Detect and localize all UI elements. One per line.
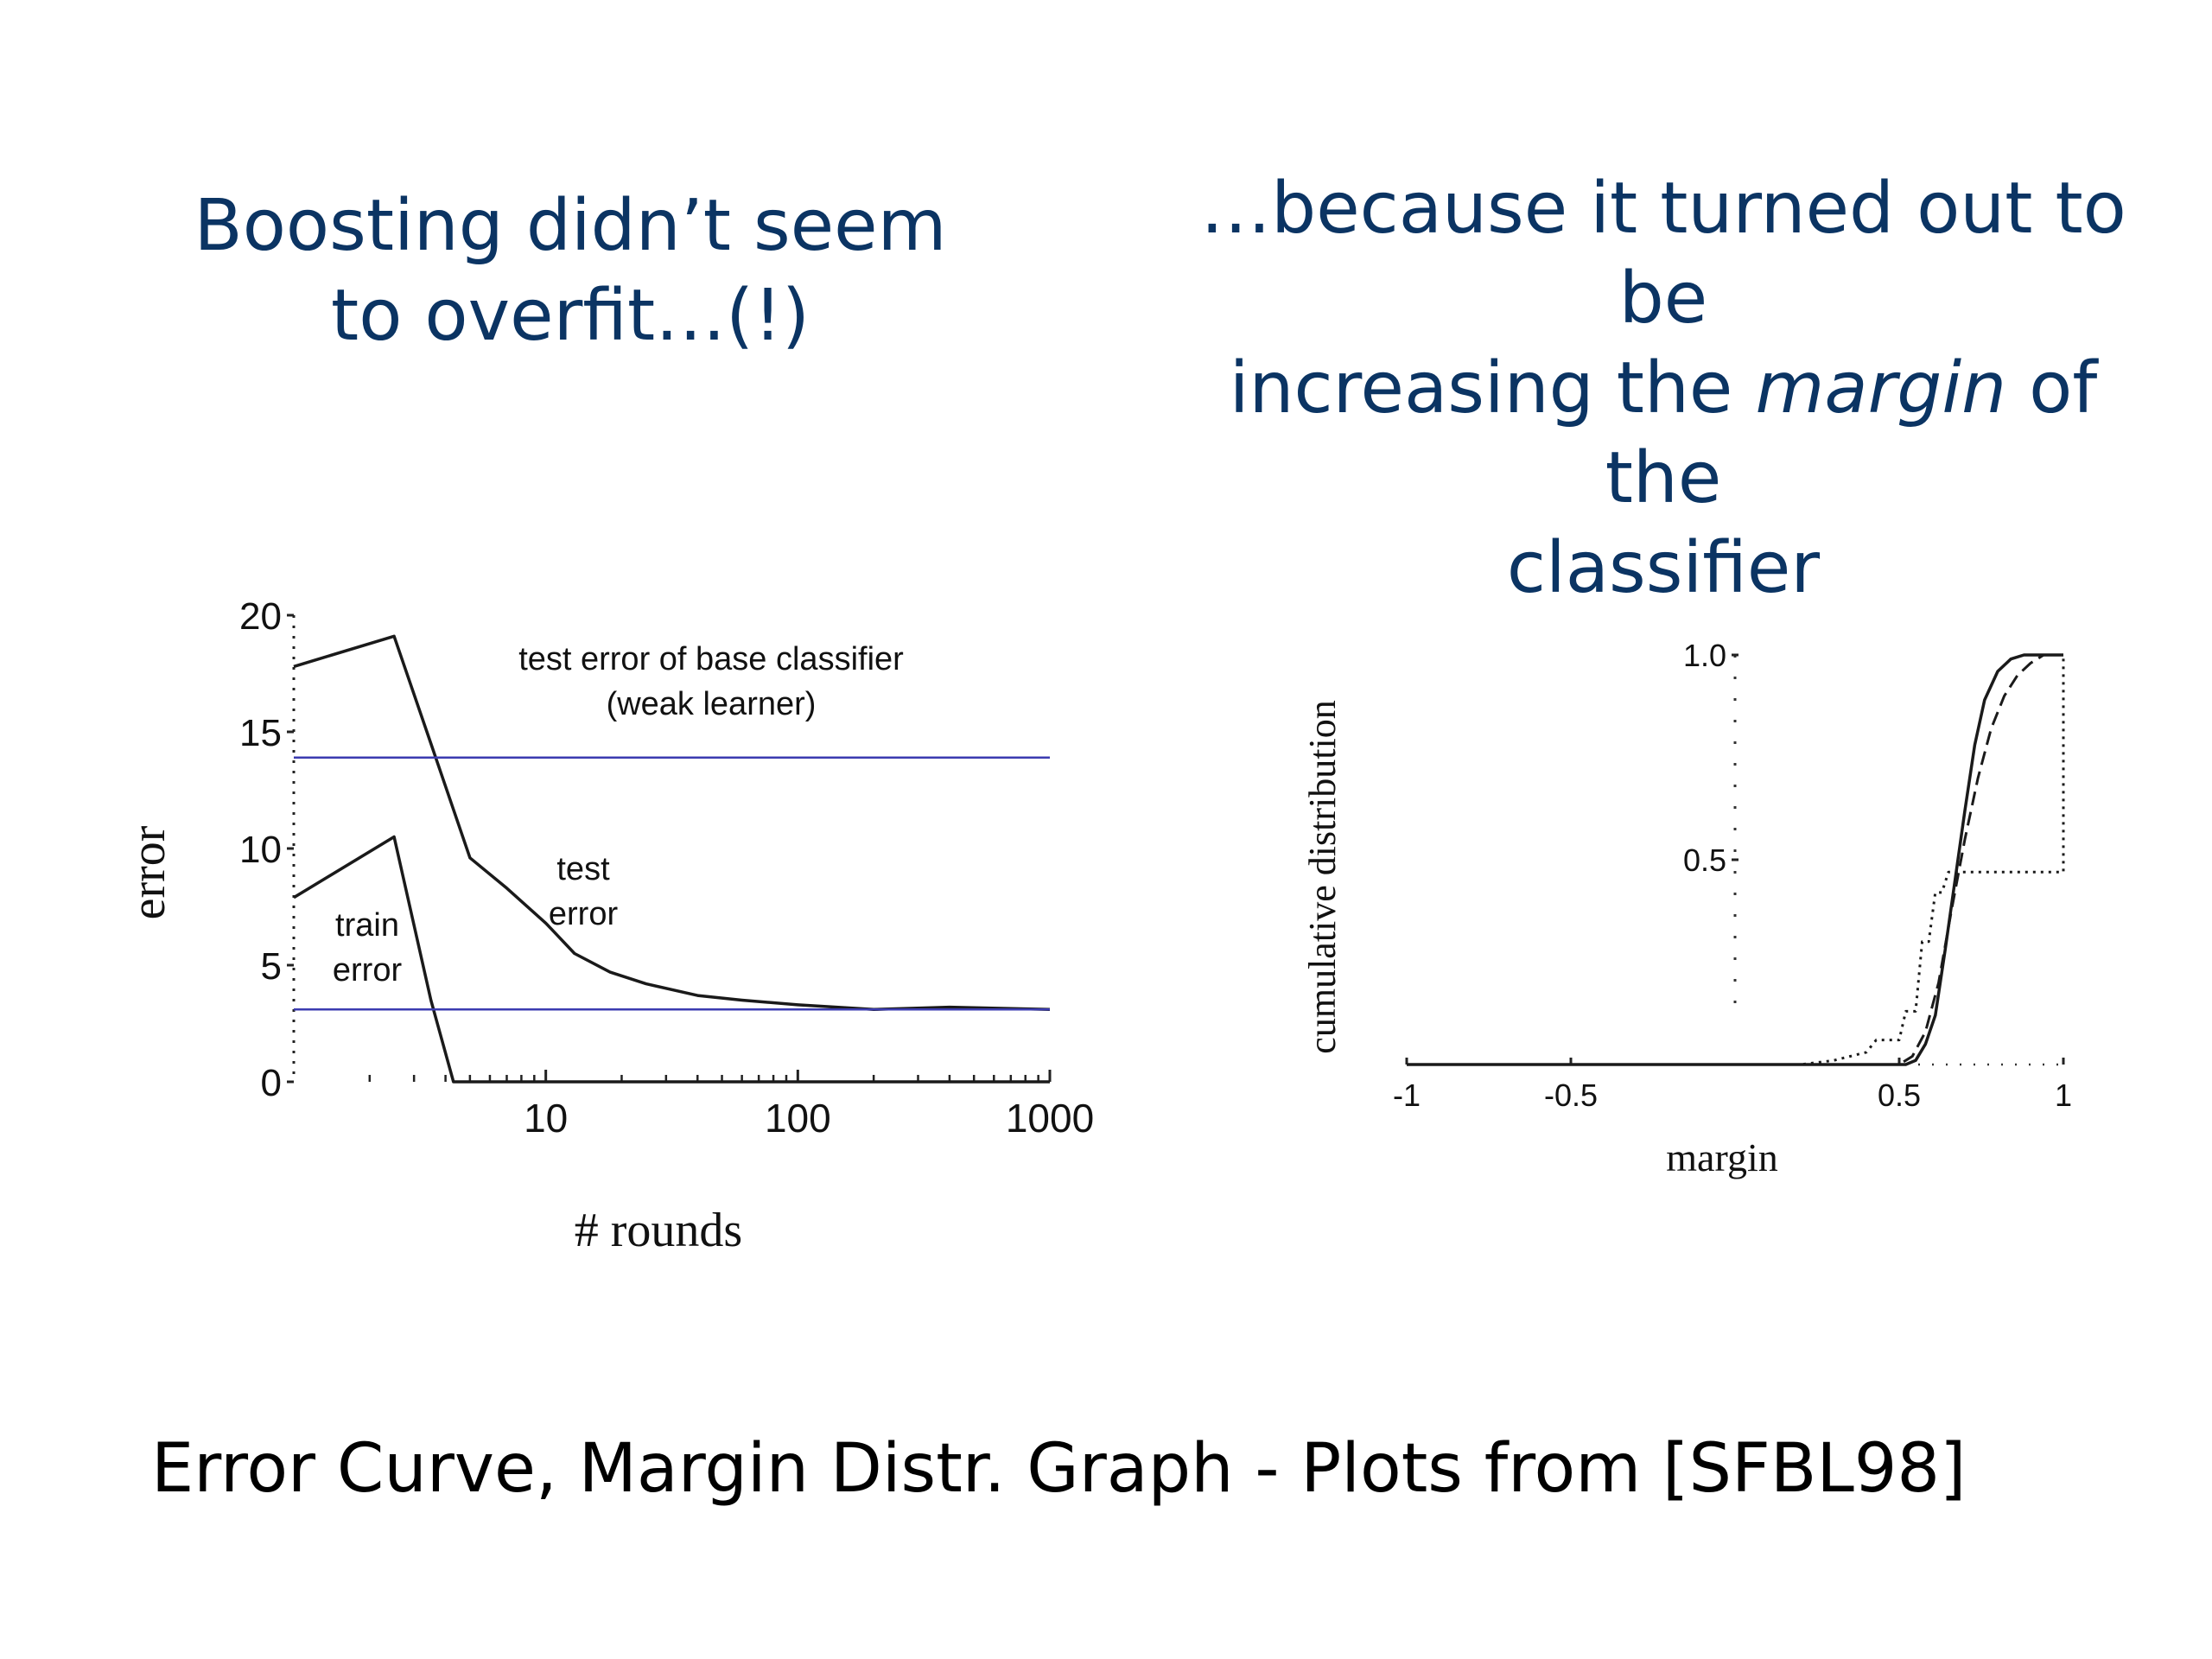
error-curve-chart: 0 5 10 15 20 10 100 1000 test error of base cla… [122,595,1094,1257]
margin-x-tick-label: 0.5 [1878,1077,1921,1113]
heading-left-line-1: Boosting didn’t seem [194,185,947,267]
error-chart-series [293,634,1051,1084]
margin-distribution-chart: -1 -0.5 0.5 1 0.5 1.0 margin cumulative distr… [1301,638,2072,1179]
error-y-tick-label: 5 [261,945,282,988]
heading-right-margin-word: margin [1755,347,2007,429]
heading-right: …because it turned out to be increasing … [1175,164,2152,613]
margin-x-tick-label: 1 [2055,1077,2072,1113]
margin-chart-series [1407,653,2065,1066]
margin-y-tick-label: 1.0 [1683,638,1726,673]
annotation-base-classifier-line-1: test error of base classifier [518,641,904,677]
annotation-base-classifier-line-2: (weak learner) [607,686,817,722]
heading-right-line-2-pre: increasing the [1229,347,1756,429]
error-y-tick-label: 20 [239,595,282,638]
error-x-tick-label: 10 [524,1096,568,1141]
annotation-test-error-line-2: error [549,896,619,932]
heading-right-line-1: …because it turned out to be [1200,168,2126,340]
heading-right-line-2: increasing the margin of the [1175,344,2152,524]
error-y-tick-label: 0 [261,1062,282,1104]
heading-left-line-2: to overfit…(!) [331,275,810,357]
annotation-test-error-line-1: test [556,851,610,887]
error-x-tick-label: 1000 [1006,1096,1094,1141]
margin-chart-xlabel: margin [1666,1135,1777,1179]
heading-right-line-3: classifier [1506,527,1821,609]
margin-x-tick-label: -1 [1393,1077,1421,1113]
annotation-train-error-line-1: train [335,907,399,944]
margin-x-tick-label: -0.5 [1544,1077,1598,1113]
annotation-train-error-line-2: error [333,952,403,988]
margin-chart-ticks: -1 -0.5 0.5 1 0.5 1.0 [1393,638,2072,1113]
error-chart-ylabel: error [122,825,175,919]
series-margin-dashed [1407,653,2063,1066]
heading-left: Boosting didn’t seem to overfit…(!) [138,181,1002,361]
error-y-tick-label: 10 [239,829,282,871]
series-margin-solid [1407,653,2063,1066]
heading-right-line-2-post: of the [1605,347,2098,519]
error-chart-ticks: 0 5 10 15 20 10 100 1000 [239,595,1094,1141]
series-margin-dotted [1407,655,2065,1066]
error-y-tick-label: 15 [239,712,282,754]
series-test-error [293,634,1051,1012]
slide-caption: Error Curve, Margin Distr. Graph - Plots… [151,1430,1967,1508]
error-x-tick-label: 100 [765,1096,831,1141]
margin-y-tick-label: 0.5 [1683,842,1726,878]
margin-chart-ylabel: cumulative distribution [1301,700,1344,1053]
series-train-error [293,835,1050,1084]
error-chart-xlabel: # rounds [575,1204,742,1257]
